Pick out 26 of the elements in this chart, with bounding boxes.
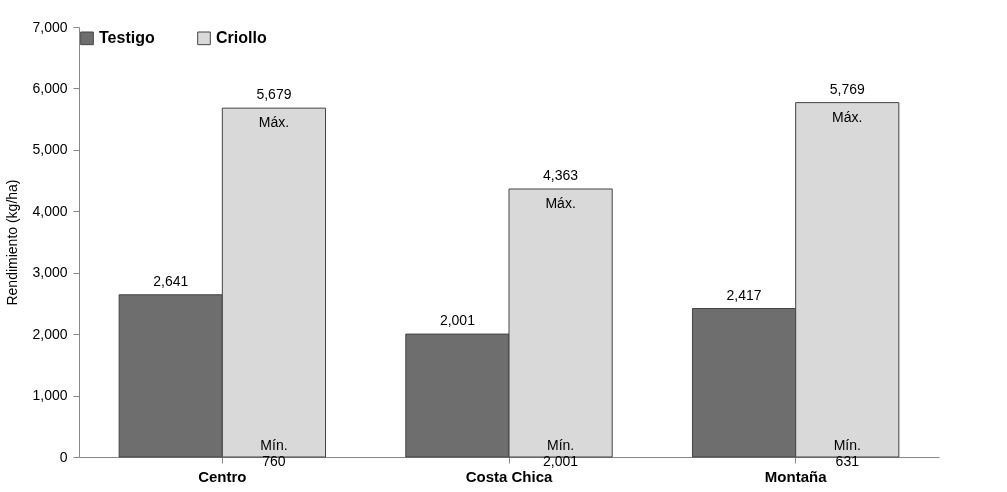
x-tick-label: Montaña — [764, 467, 828, 485]
y-tick-label: 1,000 — [32, 387, 68, 404]
y-tick-label: 2,000 — [32, 325, 68, 342]
data-label: 5,679 — [256, 86, 292, 103]
y-tick-label: 4,000 — [32, 202, 68, 219]
annotation: Máx. — [832, 108, 863, 125]
data-label: 2,641 — [153, 272, 189, 289]
x-tick-label: Centro — [198, 467, 247, 485]
annotation: Máx. — [258, 114, 290, 131]
legend-label: Criollo — [216, 29, 267, 47]
legend-label: Testigo — [99, 29, 155, 47]
annotation: Máx. — [545, 194, 576, 211]
y-axis-title: Rendimiento (kg/ha) — [4, 179, 21, 306]
y-tick-label: 3,000 — [32, 264, 68, 281]
data-label: 2,417 — [726, 286, 762, 303]
data-label: 5,769 — [829, 80, 865, 97]
y-tick-label: 6,000 — [32, 79, 68, 96]
x-tick-label: Costa Chica — [465, 467, 553, 485]
data-label: 2,001 — [439, 312, 476, 329]
annotation: Mín. 631 — [833, 437, 861, 469]
y-tick-label: 5,000 — [32, 141, 68, 158]
data-label: 4,363 — [543, 166, 579, 183]
annotation: Mín. 2,001 — [543, 437, 579, 469]
annotation: Mín. 760 — [260, 437, 288, 469]
y-tick-label: 0 — [59, 448, 68, 465]
y-tick-label: 7,000 — [32, 18, 68, 35]
